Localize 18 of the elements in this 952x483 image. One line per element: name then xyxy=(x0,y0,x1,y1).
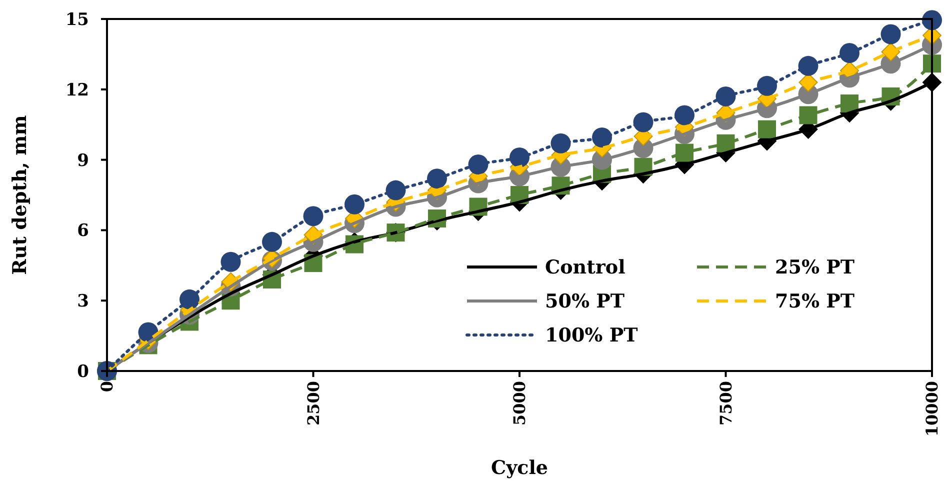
y-tick-label: 3 xyxy=(77,292,89,312)
y-tick-label: 12 xyxy=(65,80,89,100)
x-tick-label: 0 xyxy=(98,381,117,392)
legend-label: 75% PT xyxy=(775,290,855,313)
x-tick-label: 10000 xyxy=(922,381,942,437)
x-axis-title: Cycle xyxy=(490,457,548,479)
x-tick-label: 7500 xyxy=(716,381,736,426)
y-axis-title: Rut depth, mm xyxy=(9,115,31,275)
legend-label: 25% PT xyxy=(775,256,855,279)
y-tick-label: 9 xyxy=(77,150,89,171)
x-tick-label: 2500 xyxy=(304,381,323,426)
y-tick-label: 15 xyxy=(65,10,89,30)
legend-label: Control xyxy=(545,256,626,279)
x-tick-label: 5000 xyxy=(510,381,530,426)
y-tick-label: 6 xyxy=(77,221,89,242)
legend-label: 50% PT xyxy=(545,290,625,313)
y-tick-label: 0 xyxy=(77,362,90,382)
legend-label: 100% PT xyxy=(545,324,638,347)
